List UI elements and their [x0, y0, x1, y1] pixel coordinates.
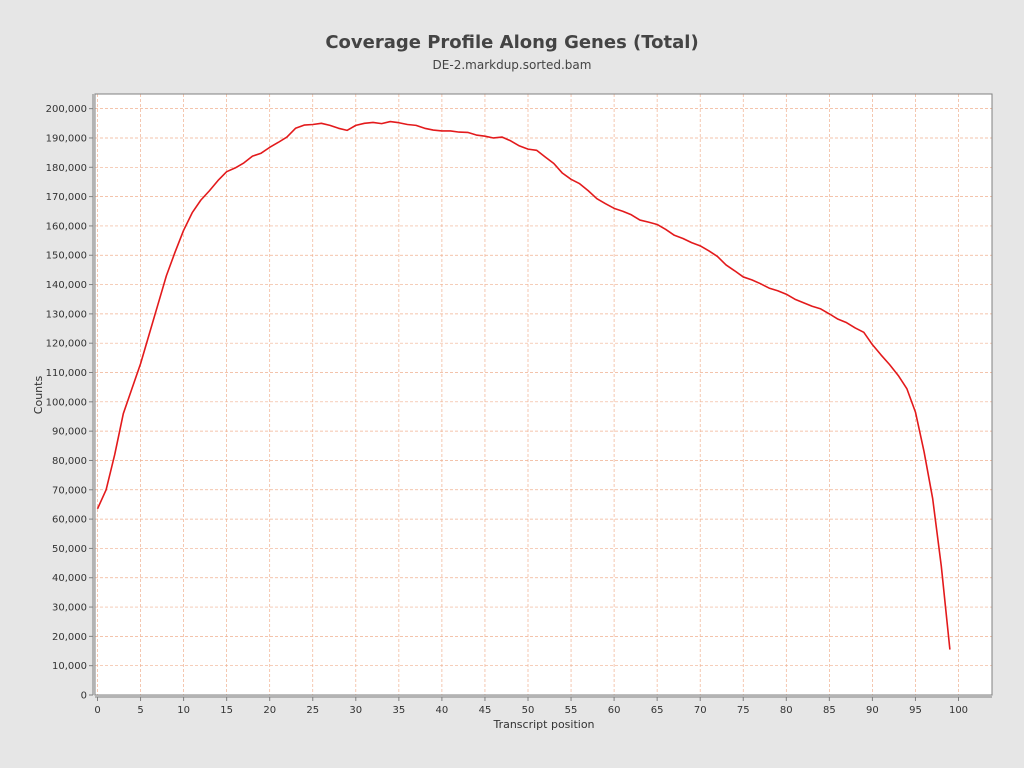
y-tick-label: 40,000	[52, 573, 87, 584]
series-layer	[96, 120, 951, 650]
x-tick-label: 25	[306, 705, 319, 716]
plot-border	[94, 93, 993, 696]
y-tick-label: 190,000	[46, 133, 87, 144]
y-tick-label: 70,000	[52, 485, 87, 496]
y-tick-label: 140,000	[46, 280, 87, 291]
y-tick-label: 180,000	[46, 163, 87, 174]
y-tick-label: 0	[81, 691, 87, 702]
y-tick-label: 20,000	[52, 632, 87, 643]
y-tick-label: 130,000	[46, 309, 87, 320]
x-tick-label: 90	[866, 705, 879, 716]
x-tick-label: 60	[608, 705, 621, 716]
x-tick-label: 30	[349, 705, 362, 716]
y-tick-label: 90,000	[52, 427, 87, 438]
grid-lines	[95, 94, 992, 696]
x-tick-label: 95	[909, 705, 922, 716]
y-tick-label: 110,000	[46, 368, 87, 379]
y-tick-label: 100,000	[46, 397, 87, 408]
x-tick-label: 65	[651, 705, 664, 716]
x-tick-label: 15	[220, 705, 233, 716]
x-tick-label: 5	[137, 705, 143, 716]
x-tick-label: 100	[949, 705, 968, 716]
chart-subtitle: DE-2.markdup.sorted.bam	[433, 58, 592, 72]
plot-area	[95, 94, 992, 695]
y-tick-label: 200,000	[46, 104, 87, 115]
y-tick-label: 120,000	[46, 339, 87, 350]
y-axis: 0 10,000 20,000 30,000 40,000 50,000 60,000 70,…	[46, 104, 93, 702]
x-tick-label: 50	[522, 705, 535, 716]
series-line	[96, 120, 951, 650]
y-axis-label: Counts	[32, 376, 45, 415]
x-tick-label: 70	[694, 705, 707, 716]
y-tick-label: 10,000	[52, 661, 87, 672]
x-axis: 0 5 10 15 20 25 30 35 40 45 50 55 60 65 70 75 80 85 90 95 10…	[94, 697, 968, 716]
chart-title: Coverage Profile Along Genes (Total)	[325, 32, 698, 53]
x-tick-label: 40	[436, 705, 449, 716]
x-tick-label: 55	[565, 705, 578, 716]
y-tick-label: 150,000	[46, 251, 87, 262]
x-axis-label: Transcript position	[492, 718, 594, 731]
x-tick-label: 45	[479, 705, 492, 716]
y-tick-label: 170,000	[46, 192, 87, 203]
x-tick-label: 20	[263, 705, 276, 716]
y-tick-label: 50,000	[52, 544, 87, 555]
y-tick-label: 80,000	[52, 456, 87, 467]
x-tick-label: 80	[780, 705, 793, 716]
x-tick-label: 75	[737, 705, 750, 716]
y-tick-label: 160,000	[46, 221, 87, 232]
x-tick-label: 0	[94, 705, 100, 716]
y-tick-label: 60,000	[52, 515, 87, 526]
y-tick-label: 30,000	[52, 603, 87, 614]
x-tick-label: 85	[823, 705, 836, 716]
x-tick-label: 35	[392, 705, 405, 716]
x-tick-label: 10	[177, 705, 190, 716]
